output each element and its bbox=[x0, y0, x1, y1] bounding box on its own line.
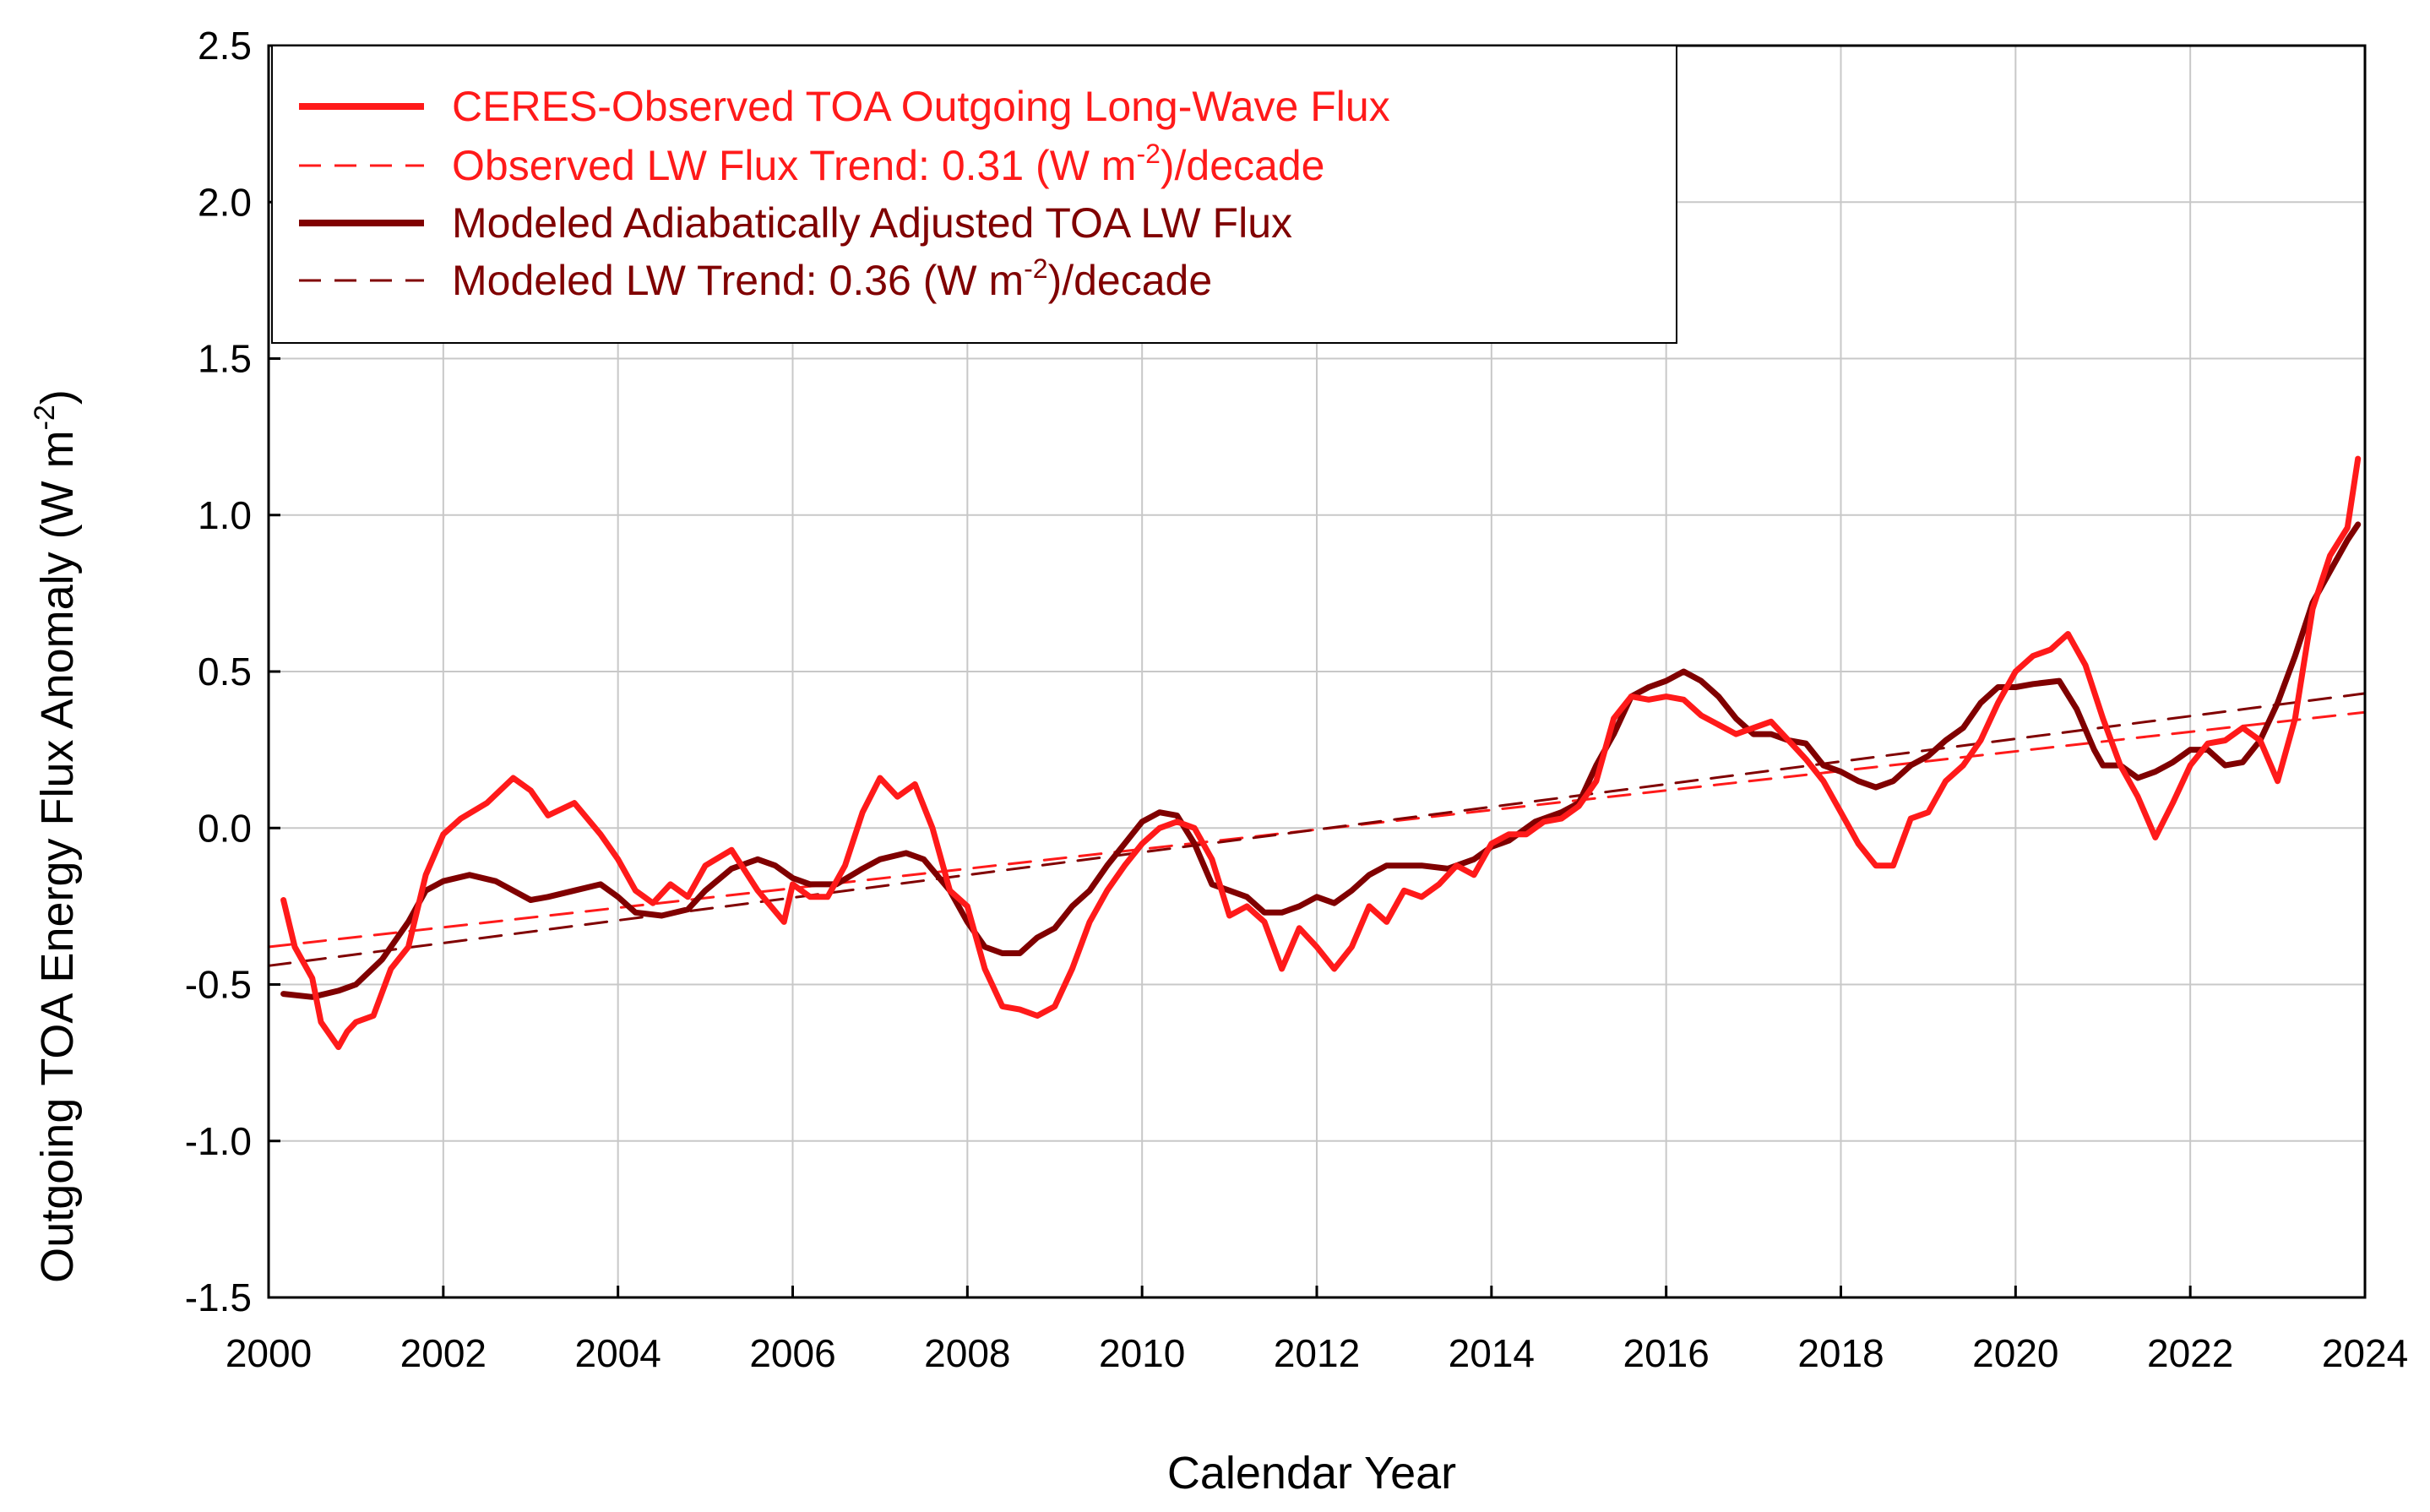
tick-marks bbox=[267, 44, 2367, 1299]
y-tick-label: -0.5 bbox=[185, 963, 252, 1007]
legend-box bbox=[271, 45, 1677, 344]
x-tick-label: 2018 bbox=[1797, 1331, 1884, 1375]
y-tick-label: 0.0 bbox=[198, 806, 252, 850]
legend-observed-trend-sup: -2 bbox=[1136, 139, 1160, 169]
y-tick-label: 2.5 bbox=[198, 24, 252, 68]
legend-modeled-trend-sup: -2 bbox=[1024, 253, 1047, 284]
series-layer bbox=[267, 455, 2367, 1051]
x-tick-label: 2006 bbox=[749, 1331, 835, 1375]
x-tick-labels: 2000 2002 2004 2006 2008 2010 2012 2014 2016 2018… bbox=[226, 1331, 2408, 1375]
x-tick-label: 2004 bbox=[574, 1331, 661, 1375]
x-tick-label: 2020 bbox=[1972, 1331, 2058, 1375]
y-tick-label: 2.0 bbox=[198, 180, 252, 224]
y-axis-title-main: Outgoing TOA Energy Flux Anomaly (W m bbox=[32, 430, 83, 1282]
y-axis-title-end: ) bbox=[32, 389, 83, 405]
x-tick-label: 2022 bbox=[2147, 1331, 2233, 1375]
x-tick-label: 2024 bbox=[2322, 1331, 2408, 1375]
legend-label-observed-trend: Observed LW Flux Trend: 0.31 (W m-2)/dec… bbox=[452, 139, 1324, 189]
legend-observed-trend-prefix: Observed LW Flux Trend: 0.31 (W m bbox=[452, 142, 1136, 189]
series-observed-trend-line bbox=[267, 710, 2367, 949]
y-axis-title-superscript: -2 bbox=[29, 405, 61, 430]
y-tick-label: -1.0 bbox=[185, 1119, 252, 1163]
legend-label-modeled: Modeled Adiabatically Adjusted TOA LW Fl… bbox=[452, 199, 1292, 247]
y-tick-label: 0.5 bbox=[198, 650, 252, 693]
y-tick-label: 1.0 bbox=[198, 493, 252, 537]
x-axis-title: Calendar Year bbox=[1167, 1448, 1456, 1498]
legend-modeled-trend-prefix: Modeled LW Trend: 0.36 (W m bbox=[452, 257, 1024, 304]
y-tick-label: 1.5 bbox=[198, 337, 252, 381]
y-tick-labels: -1.5 -1.0 -0.5 0.0 0.5 1.0 1.5 2.0 2.5 bbox=[185, 24, 252, 1319]
x-tick-label: 2008 bbox=[924, 1331, 1010, 1375]
series-modeled-line bbox=[280, 521, 2362, 1000]
series-observed-line bbox=[280, 455, 2362, 1051]
x-tick-label: 2000 bbox=[226, 1331, 312, 1375]
legend: CERES-Observed TOA Outgoing Long-Wave Fl… bbox=[271, 45, 1677, 344]
legend-modeled-trend-suffix: )/decade bbox=[1048, 257, 1213, 304]
legend-observed-trend-suffix: )/decade bbox=[1161, 142, 1325, 189]
y-tick-label: -1.5 bbox=[185, 1275, 252, 1319]
x-tick-label: 2016 bbox=[1623, 1331, 1709, 1375]
x-tick-label: 2014 bbox=[1449, 1331, 1535, 1375]
x-tick-label: 2012 bbox=[1274, 1331, 1360, 1375]
y-axis-title: Outgoing TOA Energy Flux Anomaly (W m-2) bbox=[29, 389, 83, 1283]
x-tick-label: 2002 bbox=[400, 1331, 487, 1375]
legend-label-modeled-trend: Modeled LW Trend: 0.36 (W m-2)/decade bbox=[452, 253, 1212, 304]
x-tick-label: 2010 bbox=[1099, 1331, 1185, 1375]
legend-label-observed: CERES-Observed TOA Outgoing Long-Wave Fl… bbox=[452, 83, 1390, 130]
